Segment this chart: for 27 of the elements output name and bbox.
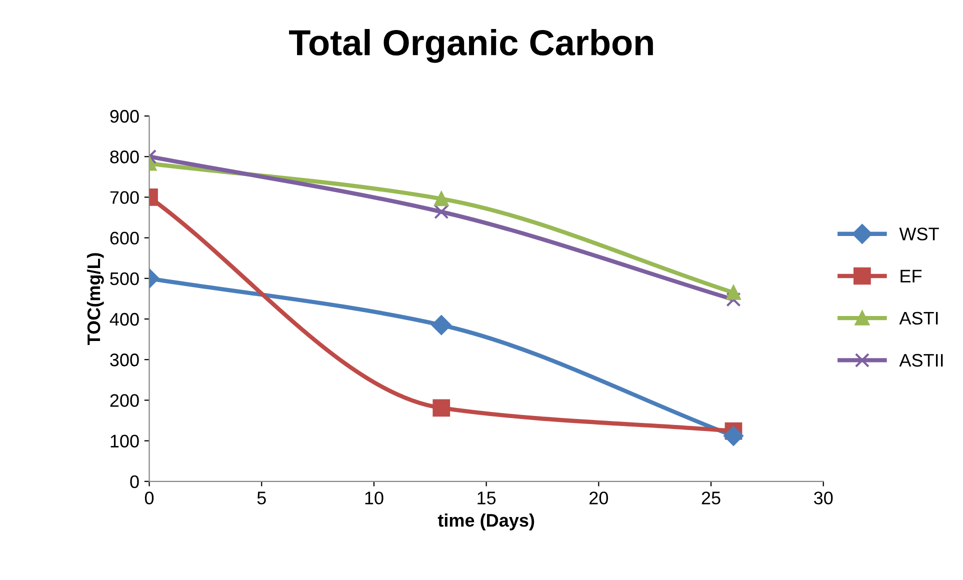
legend-label: EF xyxy=(900,270,922,282)
y-tick-label: 500 xyxy=(110,272,139,286)
y-tick-label: 800 xyxy=(110,150,139,164)
point xyxy=(724,426,744,446)
x-tick-label: 15 xyxy=(478,492,496,504)
y-tick-label: 900 xyxy=(110,110,139,123)
legend-label: ASTI xyxy=(899,312,938,325)
y-tick-label: 700 xyxy=(110,191,139,204)
y-axis-title: TOC(mg/L) xyxy=(86,253,104,345)
legend-label: WST xyxy=(899,228,939,240)
chart-title: Total Organic Carbon xyxy=(289,29,653,63)
x-axis-title: time (Days) xyxy=(438,514,534,530)
y-tick-label: 200 xyxy=(110,394,139,407)
x-tick-label: 30 xyxy=(814,492,833,504)
x-tick-label: 5 xyxy=(257,492,266,504)
x-tick-label: 20 xyxy=(590,492,608,504)
y-tick-label: 0 xyxy=(130,475,139,488)
x-tick-label: 10 xyxy=(365,492,384,504)
legend-label: ASTII xyxy=(899,354,943,367)
point xyxy=(726,285,741,300)
y-tick-label: 400 xyxy=(110,312,139,326)
x-tick-label: 25 xyxy=(702,492,720,504)
y-tick-label: 300 xyxy=(110,354,139,366)
y-tick-label: 600 xyxy=(110,232,139,245)
point xyxy=(726,292,741,307)
y-tick-label: 100 xyxy=(110,434,139,448)
x-tick-label: 0 xyxy=(144,492,154,504)
